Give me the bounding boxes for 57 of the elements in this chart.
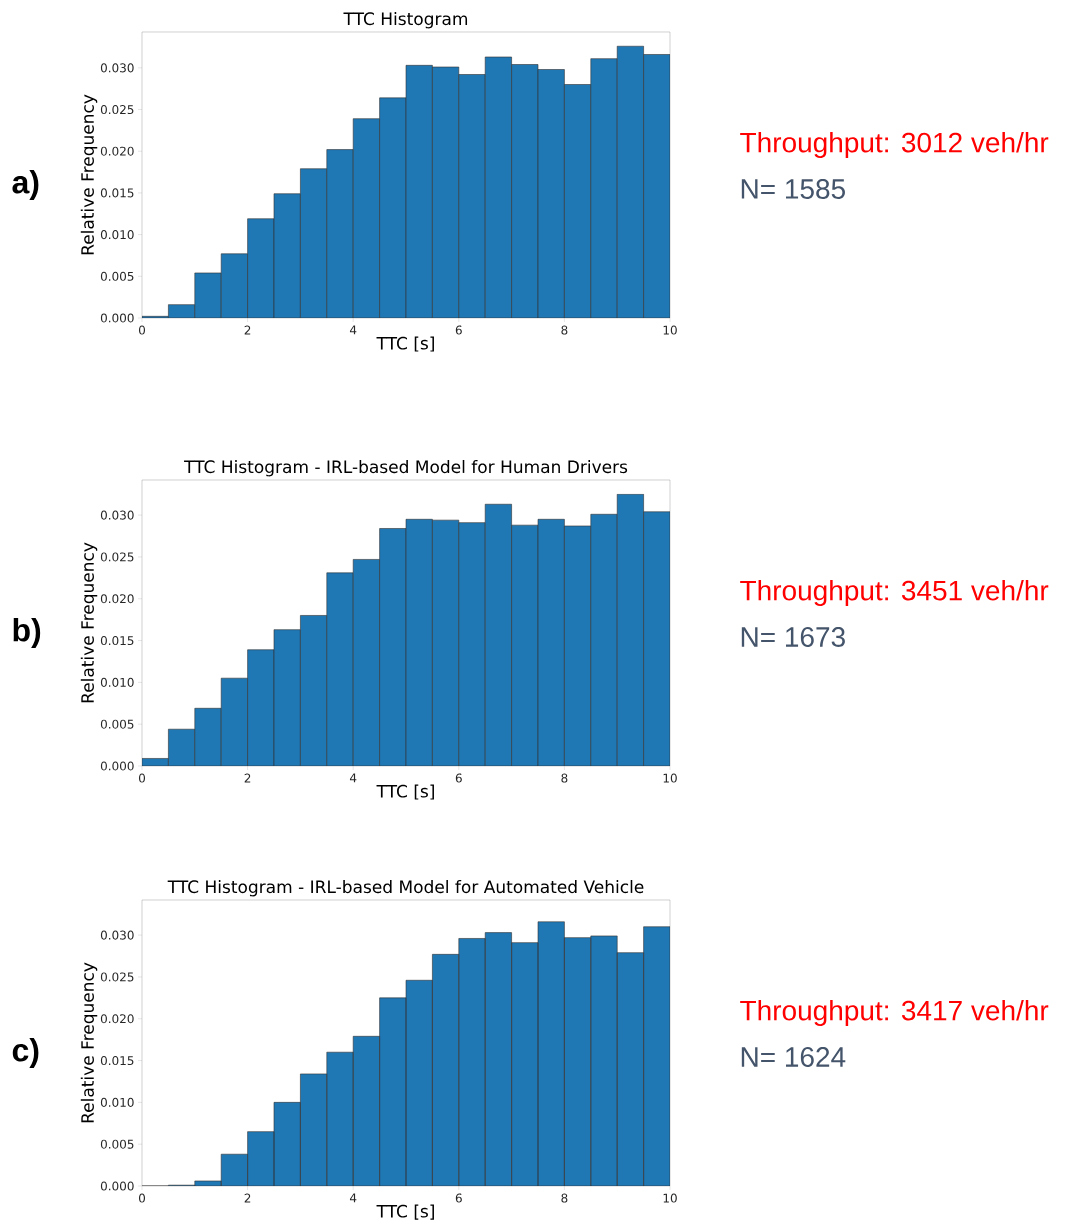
y-tick-label: 0.005 bbox=[100, 1139, 134, 1149]
chart-title: TTC Histogram - IRL-based Model for Human Drivers bbox=[184, 460, 628, 477]
y-tick-label: 0.000 bbox=[100, 761, 134, 771]
text: a) bbox=[12, 170, 39, 200]
x-axis-title: TTC [s] bbox=[376, 336, 434, 352]
x-tick-label: 0 bbox=[138, 1193, 146, 1203]
text: c) bbox=[12, 1038, 39, 1068]
y-tick-label: 0.010 bbox=[100, 677, 134, 687]
text: N= 1585 bbox=[741, 179, 845, 199]
text: Throughput: 3417 veh/hr bbox=[740, 999, 1049, 1027]
y-tick-label: 0.015 bbox=[100, 188, 134, 198]
x-tick-label: 0 bbox=[138, 773, 146, 783]
x-tick-label: 8 bbox=[561, 325, 568, 335]
x-tick-label: 10 bbox=[663, 1193, 677, 1203]
x-tick-label: 10 bbox=[663, 773, 677, 783]
y-axis-title: Relative Frequency bbox=[80, 962, 98, 1123]
y-tick-label: 0.020 bbox=[100, 146, 134, 156]
y-tick-label: 0.025 bbox=[100, 552, 134, 562]
y-axis-title: Relative Frequency bbox=[80, 542, 98, 703]
y-tick-label: 0.015 bbox=[100, 636, 134, 646]
x-tick-label: 2 bbox=[244, 1193, 251, 1203]
x-tick-label: 10 bbox=[663, 325, 677, 335]
y-tick-label: 0.020 bbox=[100, 594, 134, 604]
x-tick-label: 0 bbox=[138, 325, 146, 335]
y-axis-title: Relative Frequency bbox=[80, 94, 98, 255]
y-tick-label: 0.015 bbox=[100, 1056, 134, 1066]
y-tick-label: 0.030 bbox=[100, 510, 134, 520]
y-tick-label: 0.010 bbox=[100, 230, 134, 240]
y-tick-label: 0.025 bbox=[100, 972, 134, 982]
text: N= 1673 bbox=[741, 627, 845, 647]
x-tick-label: 4 bbox=[349, 325, 357, 335]
y-tick-label: 0.030 bbox=[100, 930, 134, 940]
text: Throughput: 3451 veh/hr bbox=[740, 579, 1049, 607]
text: N= 1624 bbox=[741, 1047, 846, 1067]
text: b) bbox=[13, 618, 41, 648]
x-tick-label: 4 bbox=[349, 1193, 357, 1203]
x-tick-label: 8 bbox=[561, 773, 568, 783]
x-tick-label: 8 bbox=[561, 1193, 568, 1203]
y-tick-label: 0.005 bbox=[100, 719, 134, 729]
x-tick-label: 4 bbox=[349, 773, 357, 783]
x-tick-label: 2 bbox=[244, 325, 251, 335]
y-tick-label: 0.000 bbox=[100, 1181, 134, 1191]
x-tick-label: 6 bbox=[455, 773, 462, 783]
y-tick-label: 0.005 bbox=[100, 271, 134, 281]
y-tick-label: 0.030 bbox=[100, 63, 134, 73]
chart-title: TTC Histogram - IRL-based Model for Automated Vehicle bbox=[167, 880, 644, 897]
x-tick-label: 6 bbox=[455, 325, 462, 335]
x-axis-title: TTC [s] bbox=[376, 784, 434, 800]
y-tick-label: 0.025 bbox=[100, 104, 134, 115]
y-tick-label: 0.010 bbox=[100, 1097, 134, 1107]
text: Throughput: 3012 veh/hr bbox=[740, 131, 1049, 159]
x-tick-label: 6 bbox=[455, 1193, 462, 1203]
y-tick-label: 0.000 bbox=[100, 313, 134, 323]
x-axis-title: TTC [s] bbox=[376, 1204, 434, 1220]
x-tick-label: 2 bbox=[244, 773, 251, 783]
chart-title: TTC Histogram bbox=[343, 11, 468, 29]
y-tick-label: 0.020 bbox=[100, 1014, 134, 1024]
